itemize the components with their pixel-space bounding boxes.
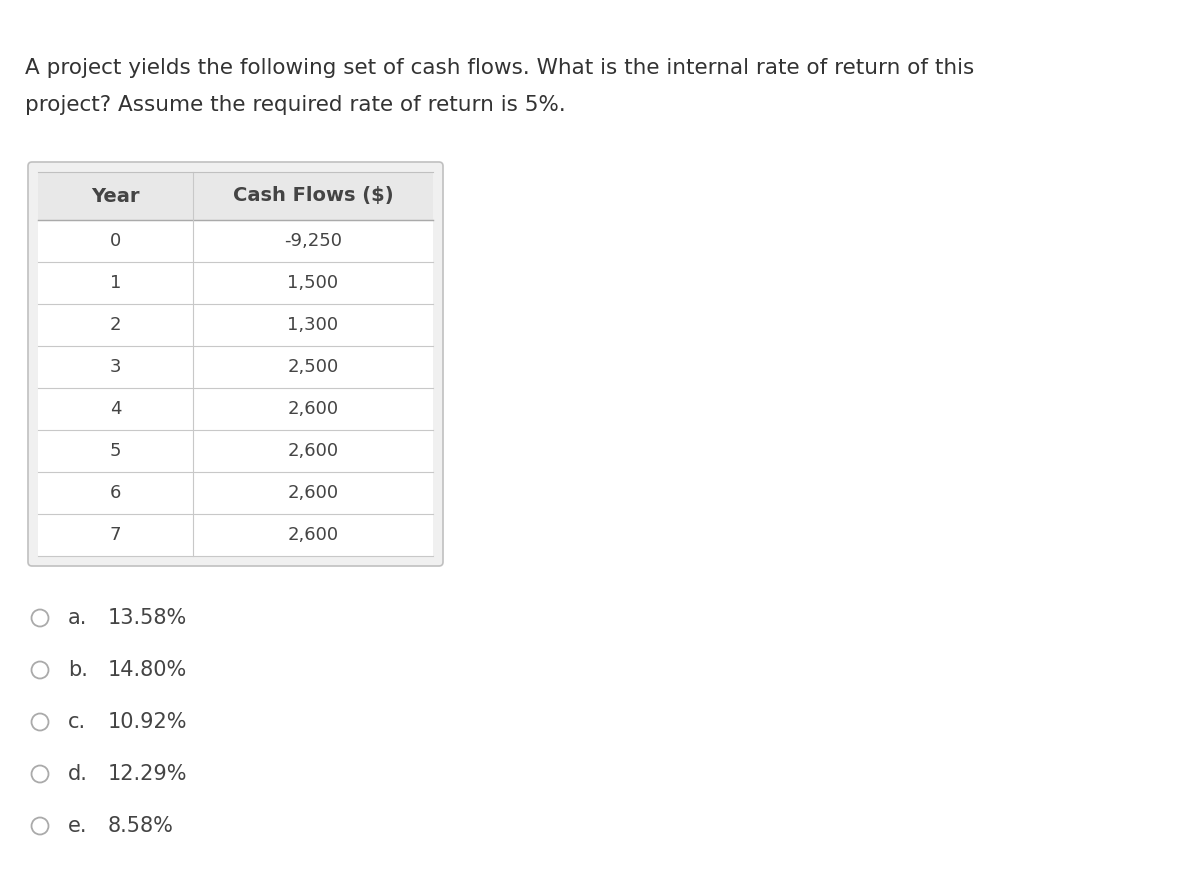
Text: 2,600: 2,600 (288, 526, 338, 544)
Text: a.: a. (68, 608, 88, 628)
Circle shape (31, 817, 48, 835)
Text: 2,600: 2,600 (288, 442, 338, 460)
Circle shape (31, 766, 48, 782)
Text: 3: 3 (109, 358, 121, 376)
Circle shape (31, 714, 48, 731)
Text: Cash Flows ($): Cash Flows ($) (233, 187, 394, 205)
Text: 6: 6 (110, 484, 121, 502)
Bar (38, 430, 433, 472)
Text: 12.29%: 12.29% (108, 764, 187, 784)
Bar (38, 172, 433, 220)
Text: b.: b. (68, 660, 88, 680)
Text: 8.58%: 8.58% (108, 816, 174, 836)
Text: 10.92%: 10.92% (108, 712, 187, 732)
Bar (38, 472, 433, 514)
Bar (38, 514, 433, 556)
Text: Year: Year (91, 187, 139, 205)
Text: 7: 7 (109, 526, 121, 544)
Text: 2,500: 2,500 (287, 358, 338, 376)
Text: 1,300: 1,300 (288, 316, 338, 334)
Text: 5: 5 (109, 442, 121, 460)
Text: 0: 0 (110, 232, 121, 250)
Bar (38, 304, 433, 346)
Circle shape (31, 661, 48, 679)
Circle shape (31, 610, 48, 626)
Text: 1: 1 (110, 274, 121, 292)
Text: 2: 2 (109, 316, 121, 334)
Text: project? Assume the required rate of return is 5%.: project? Assume the required rate of ret… (25, 95, 565, 115)
Text: 2,600: 2,600 (288, 400, 338, 418)
FancyBboxPatch shape (28, 162, 443, 566)
Text: 13.58%: 13.58% (108, 608, 187, 628)
Text: A project yields the following set of cash flows. What is the internal rate of r: A project yields the following set of ca… (25, 58, 974, 78)
Bar (38, 346, 433, 388)
Text: -9,250: -9,250 (284, 232, 342, 250)
Text: d.: d. (68, 764, 88, 784)
Bar (38, 388, 433, 430)
Bar (38, 262, 433, 304)
Text: 2,600: 2,600 (288, 484, 338, 502)
Text: 4: 4 (109, 400, 121, 418)
Bar (38, 220, 433, 262)
Text: e.: e. (68, 816, 88, 836)
Text: 1,500: 1,500 (288, 274, 338, 292)
Text: c.: c. (68, 712, 86, 732)
Text: 14.80%: 14.80% (108, 660, 187, 680)
